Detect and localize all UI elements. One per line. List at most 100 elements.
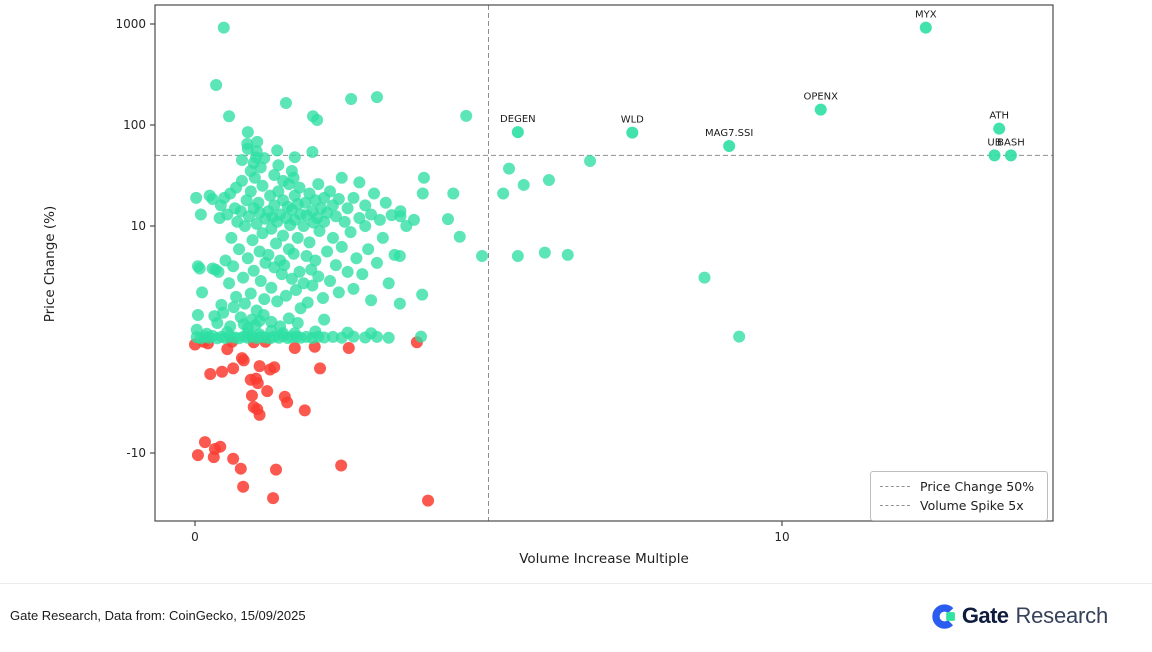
scatter-point-positive [347,191,360,204]
scatter-point-positive [407,213,420,226]
scatter-point-positive [365,208,378,221]
scatter-point-negative [216,365,229,378]
scatter-point-positive [341,326,354,339]
legend-label: Price Change 50% [920,479,1035,494]
point-annotation-MYX: MYX [915,10,937,21]
scatter-point-positive [251,135,264,148]
legend-label: Volume Spike 5x [920,498,1024,513]
scatter-point-positive [309,325,322,338]
scatter-point-positive [382,277,395,290]
scatter-point-negative [298,404,311,417]
scatter-point-positive [214,199,227,212]
scatter-point-positive [312,178,325,191]
scatter-point-positive [416,288,429,301]
scatter-point-negative [253,408,266,421]
scatter-point-positive [265,281,278,294]
scatter-point-positive [344,226,357,239]
scatter-point-positive [291,231,304,244]
scatter-point-positive [293,181,306,194]
scatter-point-negative [270,463,283,476]
legend: Price Change 50% Volume Spike 5x [870,471,1048,521]
scatter-point-positive [244,287,257,300]
scatter-point-positive [258,293,271,306]
scatter-point-positive [584,155,597,168]
scatter-point-positive [356,268,369,281]
scatter-point-positive [227,301,240,314]
scatter-point-positive [247,264,260,277]
scatter-point-labeled [988,149,1001,162]
scatter-point-negative [267,492,280,505]
legend-item-volume-spike: Volume Spike 5x [880,496,1038,515]
scatter-point-positive [288,151,301,164]
scatter-point-negative [227,362,240,375]
scatter-point-positive [227,260,240,273]
scatter-plot: 1000 100 10 -10 0 10 DEGEN WLD MAG7.SSI OPENX MYX A… [115,4,1054,544]
scatter-point-negative [342,341,355,354]
point-annotation-ATH: ATH [989,111,1009,122]
scatter-point-positive [277,327,290,340]
scatter-point-negative [281,396,294,409]
scatter-point-positive [252,196,265,209]
scatter-point-positive [279,289,292,302]
scatter-point-positive [538,246,551,259]
scatter-point-positive [270,237,283,250]
scatter-point-positive [359,199,372,212]
footer-divider [0,583,1152,584]
scatter-point-positive [318,331,331,344]
scatter-point-positive [238,220,251,232]
scatter-point-negative [314,362,327,375]
scatter-point-positive [299,196,312,209]
scatter-point-positive [272,185,285,198]
scatter-point-positive [223,110,236,123]
scatter-point-positive [193,262,206,275]
scatter-point-positive [287,247,300,260]
point-annotation-OPENX: OPENX [803,92,838,103]
scatter-point-positive [359,220,372,232]
scatter-point-positive [194,208,207,221]
scatter-point-positive [277,174,290,187]
scatter-point-positive [379,196,392,209]
plot-border [154,4,1054,522]
scatter-point-positive [733,330,746,343]
scatter-point-positive [394,210,407,223]
scatter-point-negative [204,368,217,381]
x-tick-label: 10 [774,530,789,544]
scatter-point-positive [237,271,250,284]
scatter-point-positive [241,252,254,265]
scatter-point-negative [268,361,281,374]
scatter-point-positive [517,178,530,191]
scatter-point-positive [225,231,238,244]
scatter-point-positive [206,193,219,206]
scatter-point-positive [217,21,230,34]
scatter-point-positive [233,243,246,256]
scatter-point-positive [441,213,454,226]
scatter-point-positive [341,202,354,215]
scatter-point-negative [422,494,435,507]
scatter-point-labeled [511,126,524,139]
scatter-point-positive [362,243,375,256]
scatter-point-positive [262,248,275,261]
scatter-point-positive [238,297,251,310]
scatter-point-positive [370,91,383,104]
point-annotation-UB: UB [987,137,1001,148]
scatter-point-labeled [919,21,932,34]
scatter-point-positive [191,309,204,322]
scatter-point-positive [460,109,473,122]
scatter-point-positive [561,248,574,261]
scatter-point-positive [365,327,378,340]
scatter-point-positive [316,292,329,305]
scatter-point-negative [288,341,301,354]
scatter-point-positive [223,277,236,290]
scatter-point-positive [246,234,259,247]
scatter-point-positive [329,210,342,223]
scatter-point-positive [190,191,203,204]
scatter-point-positive [256,227,269,240]
scatter-point-positive [347,282,360,295]
scatter-point-positive [206,262,219,275]
scatter-point-positive [370,256,383,269]
gate-research-logo: Gate Research [932,599,1108,633]
scatter-point-positive [241,126,254,139]
scatter-point-negative [214,440,227,453]
scatter-point-negative [253,360,266,373]
